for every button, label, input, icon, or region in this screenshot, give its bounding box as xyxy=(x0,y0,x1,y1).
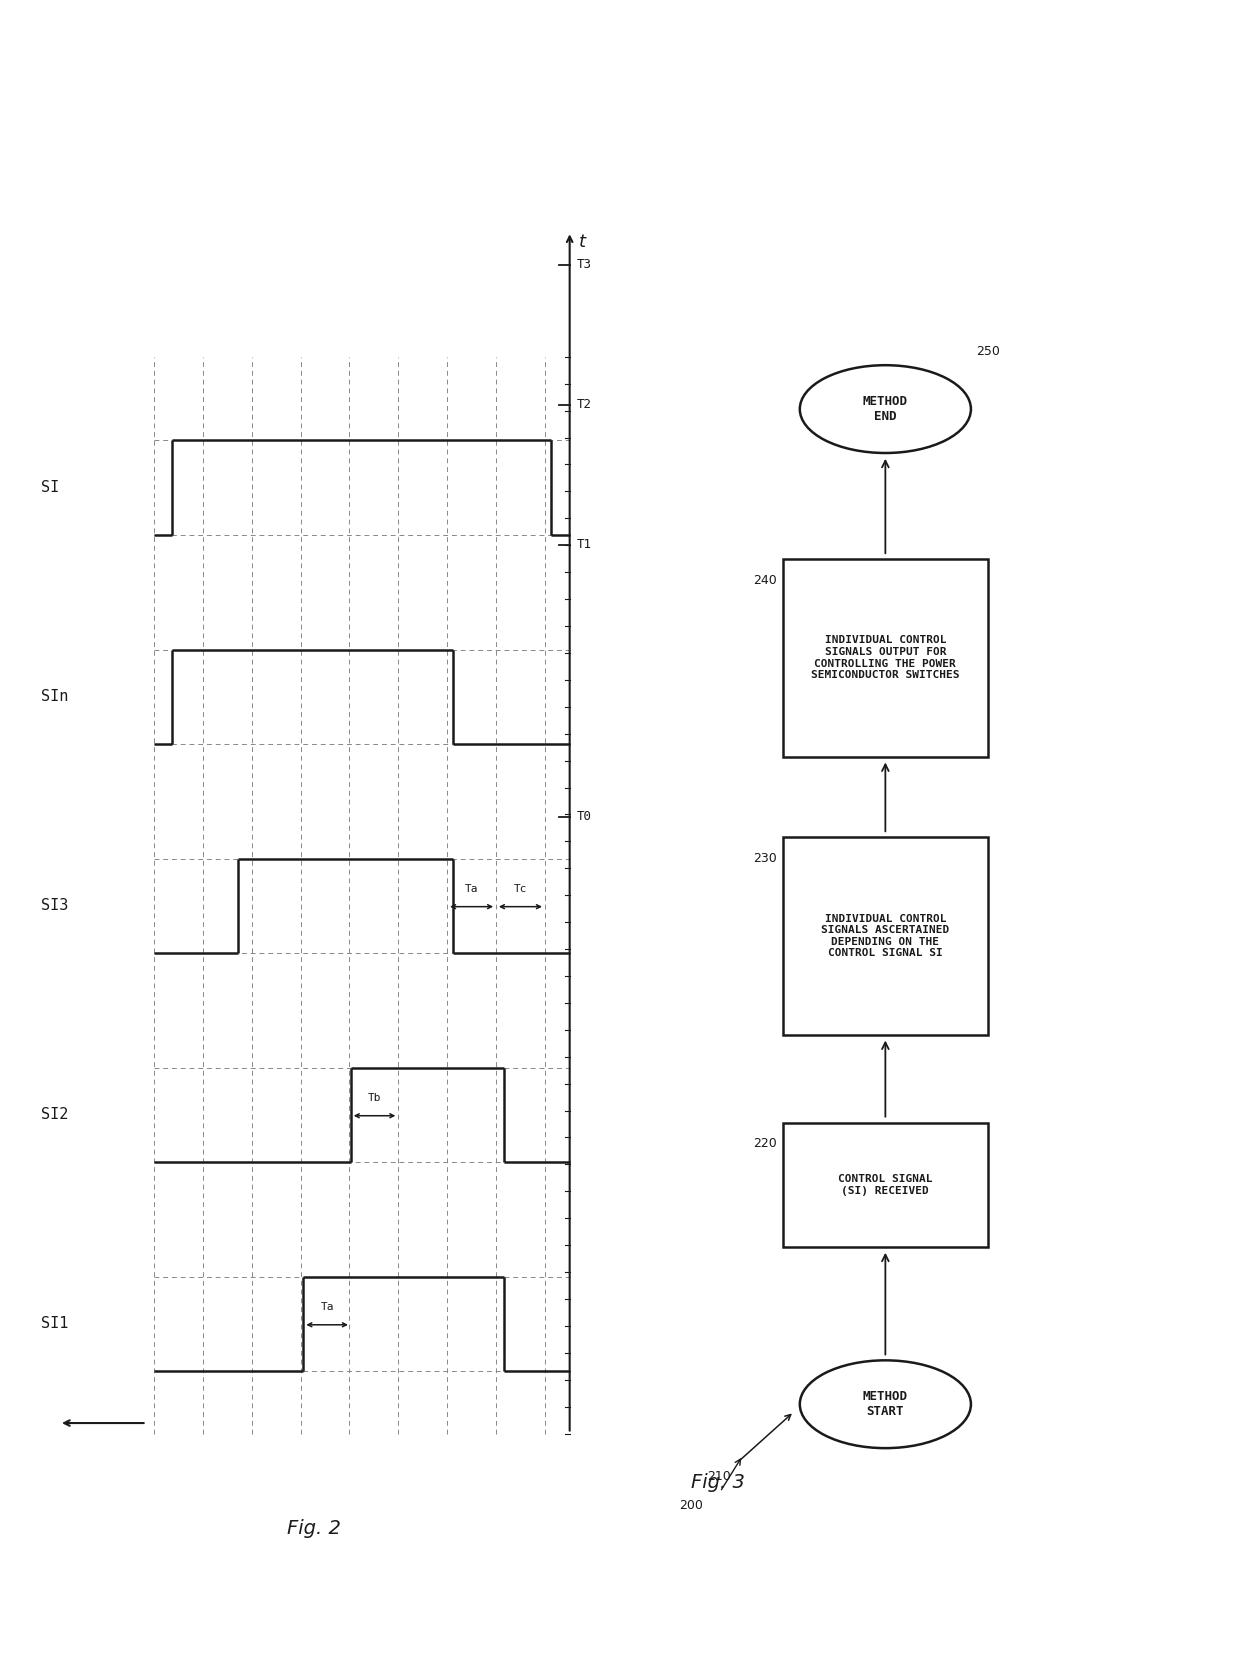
Text: CONTROL SIGNAL
(SI) RECEIVED: CONTROL SIGNAL (SI) RECEIVED xyxy=(838,1174,932,1196)
Text: Fig. 3: Fig. 3 xyxy=(692,1473,745,1492)
Text: Fig. 2: Fig. 2 xyxy=(288,1518,341,1538)
Text: T1: T1 xyxy=(577,539,591,552)
Text: METHOD
START: METHOD START xyxy=(863,1390,908,1419)
Text: INDIVIDUAL CONTROL
SIGNALS ASCERTAINED
DEPENDING ON THE
CONTROL SIGNAL SI: INDIVIDUAL CONTROL SIGNALS ASCERTAINED D… xyxy=(821,913,950,958)
Text: 200: 200 xyxy=(680,1500,703,1512)
Text: T2: T2 xyxy=(577,399,591,411)
Text: METHOD
END: METHOD END xyxy=(863,396,908,422)
Text: 220: 220 xyxy=(753,1137,777,1151)
Text: T3: T3 xyxy=(577,258,591,271)
Text: SI2: SI2 xyxy=(41,1108,68,1123)
Text: SI1: SI1 xyxy=(41,1315,68,1332)
Text: 210: 210 xyxy=(708,1470,732,1483)
Text: SI: SI xyxy=(41,481,60,496)
Text: SIn: SIn xyxy=(41,688,68,703)
Text: Tb: Tb xyxy=(368,1093,382,1103)
Text: T0: T0 xyxy=(577,810,591,823)
Bar xyxy=(782,836,988,1034)
Text: Tc: Tc xyxy=(513,885,527,895)
Text: t: t xyxy=(578,233,585,251)
Text: Ta: Ta xyxy=(465,885,479,895)
Text: Ta: Ta xyxy=(320,1302,334,1312)
Bar xyxy=(782,559,988,757)
Ellipse shape xyxy=(800,1360,971,1448)
Text: 250: 250 xyxy=(977,344,1001,358)
Ellipse shape xyxy=(800,366,971,452)
Text: 240: 240 xyxy=(753,574,777,587)
Text: INDIVIDUAL CONTROL
SIGNALS OUTPUT FOR
CONTROLLING THE POWER
SEMICONDUCTOR SWITCH: INDIVIDUAL CONTROL SIGNALS OUTPUT FOR CO… xyxy=(811,635,960,680)
Text: SI3: SI3 xyxy=(41,898,68,913)
Bar xyxy=(782,1123,988,1247)
Text: 230: 230 xyxy=(753,851,777,865)
